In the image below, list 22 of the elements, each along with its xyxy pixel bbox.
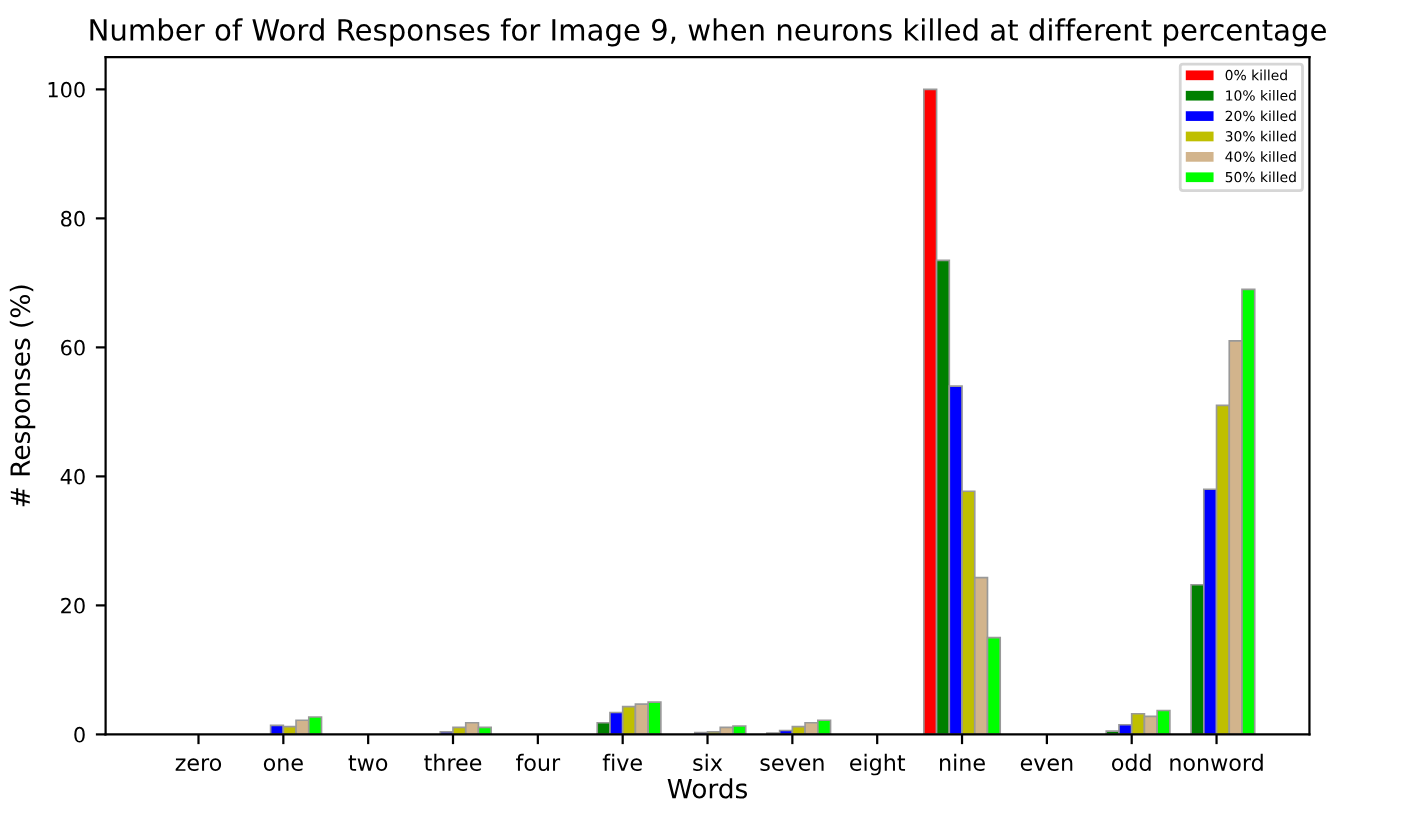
y-tick-label: 60: [61, 339, 85, 356]
y-tick-label: 20: [61, 597, 85, 614]
x-tick-label: four: [516, 753, 561, 772]
x-tick-label: nine: [940, 753, 985, 772]
y-tick-label: 0: [74, 726, 85, 743]
y-tick-label: 40: [60, 468, 85, 485]
x-tick-label: one: [263, 758, 303, 772]
y-axis-title: # Responses (%): [9, 285, 36, 507]
x-tick-label: zero: [175, 758, 222, 772]
x-tick-label: eight: [850, 753, 906, 776]
x-tick-label: two: [348, 755, 388, 772]
x-tick-label: nonword: [1170, 753, 1263, 772]
chart-title: Number of Word Responses for Image 9, when neurons killed at different percentage: [90, 18, 1326, 47]
x-tick-label: seven: [760, 758, 824, 772]
x-tick-label: odd: [1112, 753, 1151, 772]
y-tick-label: 80: [61, 210, 85, 227]
x-tick-label: three: [424, 753, 482, 772]
x-axis-title: Words: [667, 778, 748, 799]
y-tick-label: 100: [48, 81, 85, 98]
x-tick-label: six: [693, 753, 723, 772]
x-tick-label: even: [1020, 758, 1073, 772]
x-tick-label: five: [602, 753, 642, 772]
